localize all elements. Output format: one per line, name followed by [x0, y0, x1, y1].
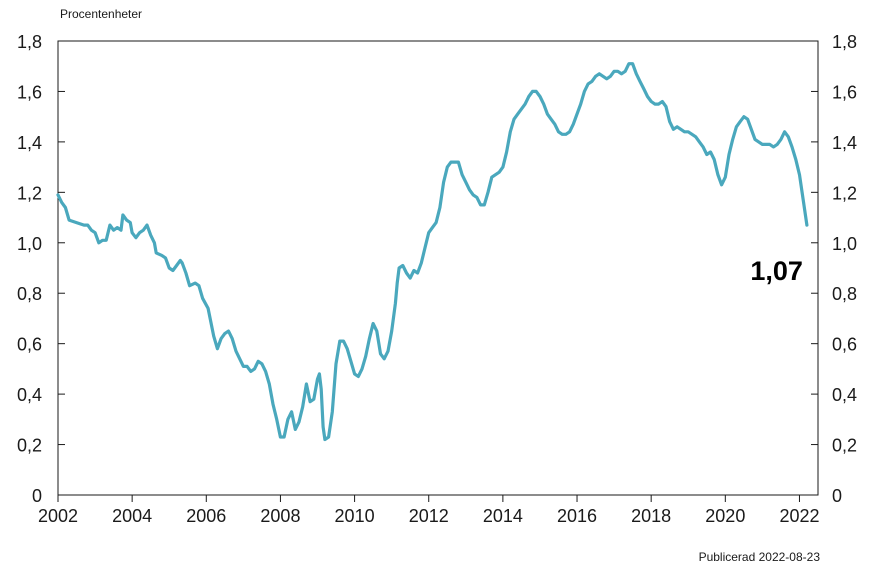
x-tick-label: 2012 — [409, 506, 449, 526]
y-tick-label-left: 0 — [32, 486, 42, 506]
x-tick-label: 2014 — [483, 506, 523, 526]
x-tick-label: 2006 — [186, 506, 226, 526]
x-tick-label: 2002 — [38, 506, 78, 526]
chart-axes — [57, 40, 819, 496]
y-tick-label-right: 0,6 — [832, 335, 857, 355]
y-tick-label-right: 1,4 — [832, 133, 857, 153]
x-tick-label: 2004 — [112, 506, 152, 526]
y-tick-label-left: 1,2 — [17, 183, 42, 203]
y-tick-label-left: 0,2 — [17, 436, 42, 456]
y-tick-label-right: 0 — [832, 486, 842, 506]
x-tick-label: 2020 — [705, 506, 745, 526]
y-tick-label-left: 1,0 — [17, 234, 42, 254]
y-tick-label-left: 0,4 — [17, 385, 42, 405]
unit-label: Procentenheter — [60, 7, 143, 21]
y-tick-label-left: 1,6 — [17, 82, 42, 102]
x-tick-label: 2022 — [779, 506, 819, 526]
x-tick-label: 2016 — [557, 506, 597, 526]
y-tick-label-right: 1,6 — [832, 82, 857, 102]
end-value-label: 1,07 — [750, 256, 803, 286]
y-tick-label-right: 1,2 — [832, 183, 857, 203]
published-date: Publicerad 2022-08-23 — [698, 550, 820, 564]
y-tick-label-right: 0,8 — [832, 284, 857, 304]
series-line — [56, 62, 809, 442]
y-tick-label-right: 0,4 — [832, 385, 857, 405]
y-tick-label-left: 0,8 — [17, 284, 42, 304]
y-axis-left: 0 0,2 0,4 0,6 0,8 1,0 1,2 1,4 1,6 1,8 — [17, 32, 65, 506]
plot-frame — [57, 40, 819, 496]
y-tick-label-right: 1,0 — [832, 234, 857, 254]
y-tick-label-right: 0,2 — [832, 436, 857, 456]
x-tick-label: 2010 — [335, 506, 375, 526]
y-tick-label-left: 0,6 — [17, 335, 42, 355]
x-tick-label: 2008 — [260, 506, 300, 526]
y-axis-right: 0 0,2 0,4 0,6 0,8 1,0 1,2 1,4 1,6 1,8 — [811, 32, 857, 506]
y-tick-label-left: 1,8 — [17, 32, 42, 52]
y-tick-label-left: 1,4 — [17, 133, 42, 153]
y-tick-label-right: 1,8 — [832, 32, 857, 52]
x-tick-label: 2018 — [631, 506, 671, 526]
x-axis: 2002 2004 2006 2008 2010 2012 2014 2016 2018 2020… — [38, 495, 819, 526]
